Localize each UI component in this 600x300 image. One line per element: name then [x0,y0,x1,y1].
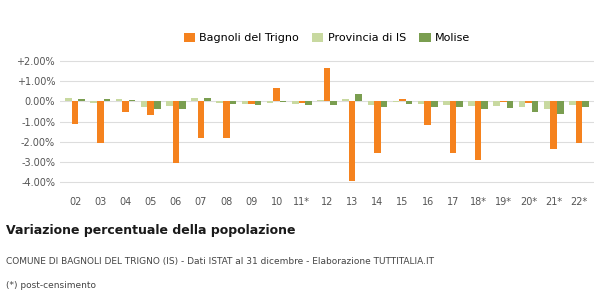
Bar [217,101,223,103]
Bar [230,101,236,104]
Bar [280,101,286,102]
Bar [148,101,154,116]
Bar [141,101,148,107]
Bar [91,101,97,103]
Bar [355,94,362,101]
Bar [179,101,185,109]
Bar [368,101,374,105]
Bar [418,101,424,104]
Bar [198,101,205,138]
Bar [443,101,449,105]
Bar [305,101,311,105]
Bar [493,101,500,106]
Bar [506,101,513,108]
Bar [424,101,431,124]
Bar [525,101,532,103]
Bar [97,101,104,143]
Bar [299,101,305,103]
Bar [431,101,437,107]
Text: (*) post-censimento: (*) post-censimento [6,281,96,290]
Text: COMUNE DI BAGNOLI DEL TRIGNO (IS) - Dati ISTAT al 31 dicembre - Elaborazione TUT: COMUNE DI BAGNOLI DEL TRIGNO (IS) - Dati… [6,257,434,266]
Bar [469,101,475,106]
Bar [72,101,79,124]
Bar [122,101,129,112]
Bar [349,101,355,181]
Bar [166,101,173,106]
Bar [104,99,110,101]
Bar [274,88,280,101]
Bar [173,101,179,163]
Bar [518,101,525,107]
Bar [223,101,230,138]
Bar [406,101,412,104]
Bar [154,101,161,109]
Bar [449,101,456,153]
Bar [399,99,406,101]
Bar [481,101,488,109]
Bar [330,101,337,105]
Bar [475,101,481,160]
Bar [456,101,463,107]
Text: Variazione percentuale della popolazione: Variazione percentuale della popolazione [6,224,296,237]
Bar [248,101,255,104]
Bar [575,101,582,143]
Bar [393,101,399,102]
Bar [380,101,387,107]
Bar [205,98,211,101]
Bar [317,100,324,101]
Bar [324,68,330,101]
Bar [191,98,198,101]
Bar [550,101,557,149]
Bar [532,101,538,112]
Bar [129,100,136,101]
Bar [374,101,380,153]
Bar [582,101,589,107]
Bar [116,98,122,101]
Bar [242,101,248,104]
Bar [79,99,85,101]
Bar [65,98,72,101]
Legend: Bagnoli del Trigno, Provincia di IS, Molise: Bagnoli del Trigno, Provincia di IS, Mol… [179,28,475,48]
Bar [343,99,349,101]
Bar [500,101,506,102]
Bar [292,101,299,104]
Bar [557,101,563,114]
Bar [255,101,261,105]
Bar [544,101,550,110]
Bar [267,101,274,103]
Bar [569,101,575,105]
